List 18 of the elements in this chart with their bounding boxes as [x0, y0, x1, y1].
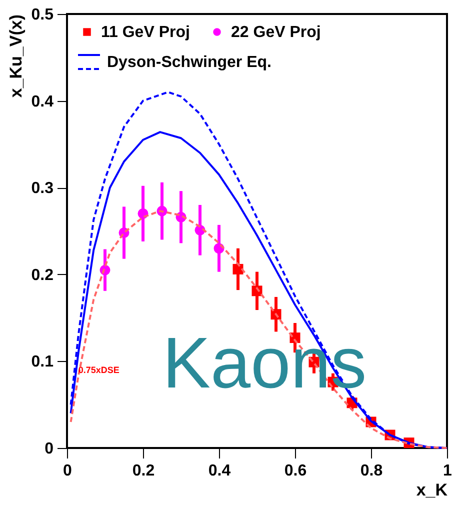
x-tick-label: 0.6 — [284, 462, 307, 480]
annotation: 0.75xDSE — [78, 364, 120, 375]
y-tick-label: 0.4 — [31, 93, 54, 110]
x-tick-label: 0.8 — [360, 462, 383, 480]
x-tick-label: 0.4 — [208, 462, 231, 480]
legend-label: 11 GeV Proj — [101, 24, 190, 41]
y-tick-label: 0 — [44, 440, 54, 458]
x-axis-title: x_K — [416, 480, 448, 500]
legend-label: 22 GeV Proj — [231, 24, 321, 41]
y-tick-label: 0.3 — [31, 180, 54, 198]
x-tick-label: 1 — [443, 462, 452, 480]
x-tick-label: 0.2 — [132, 462, 155, 480]
y-tick-label: 0.1 — [31, 354, 54, 371]
x-tick-label: 0 — [63, 462, 72, 480]
legend-label: Dyson-Schwinger Eq. — [107, 54, 272, 71]
y-axis-title: x_Ku_V(x) — [6, 14, 26, 98]
y-tick-label: 0.2 — [31, 266, 54, 284]
y-tick-label: 0.5 — [31, 6, 54, 24]
